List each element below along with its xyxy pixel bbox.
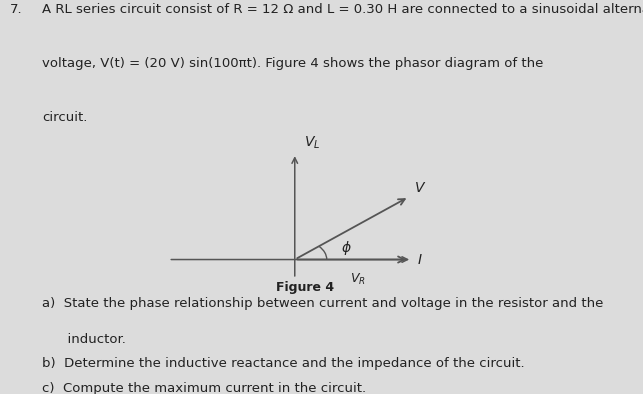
Text: Figure 4: Figure 4 — [276, 281, 334, 294]
Text: $V_L$: $V_L$ — [304, 135, 320, 151]
Text: V: V — [415, 181, 424, 195]
Text: circuit.: circuit. — [42, 111, 87, 124]
Text: b)  Determine the inductive reactance and the impedance of the circuit.: b) Determine the inductive reactance and… — [42, 357, 525, 370]
Text: a)  State the phase relationship between current and voltage in the resistor and: a) State the phase relationship between … — [42, 297, 603, 310]
Text: 7.: 7. — [10, 3, 23, 16]
Text: voltage, V(t) = (20 V) sin(100πt). Figure 4 shows the phasor diagram of the: voltage, V(t) = (20 V) sin(100πt). Figur… — [42, 57, 543, 70]
Text: c)  Compute the maximum current in the circuit.: c) Compute the maximum current in the ci… — [42, 382, 366, 394]
Text: inductor.: inductor. — [42, 333, 125, 346]
Text: $\phi$: $\phi$ — [341, 239, 352, 257]
Text: A RL series circuit consist of R = 12 Ω and L = 0.30 H are connected to a sinuso: A RL series circuit consist of R = 12 Ω … — [42, 3, 643, 16]
Text: $V_R$: $V_R$ — [350, 272, 365, 287]
Text: I: I — [418, 253, 422, 266]
